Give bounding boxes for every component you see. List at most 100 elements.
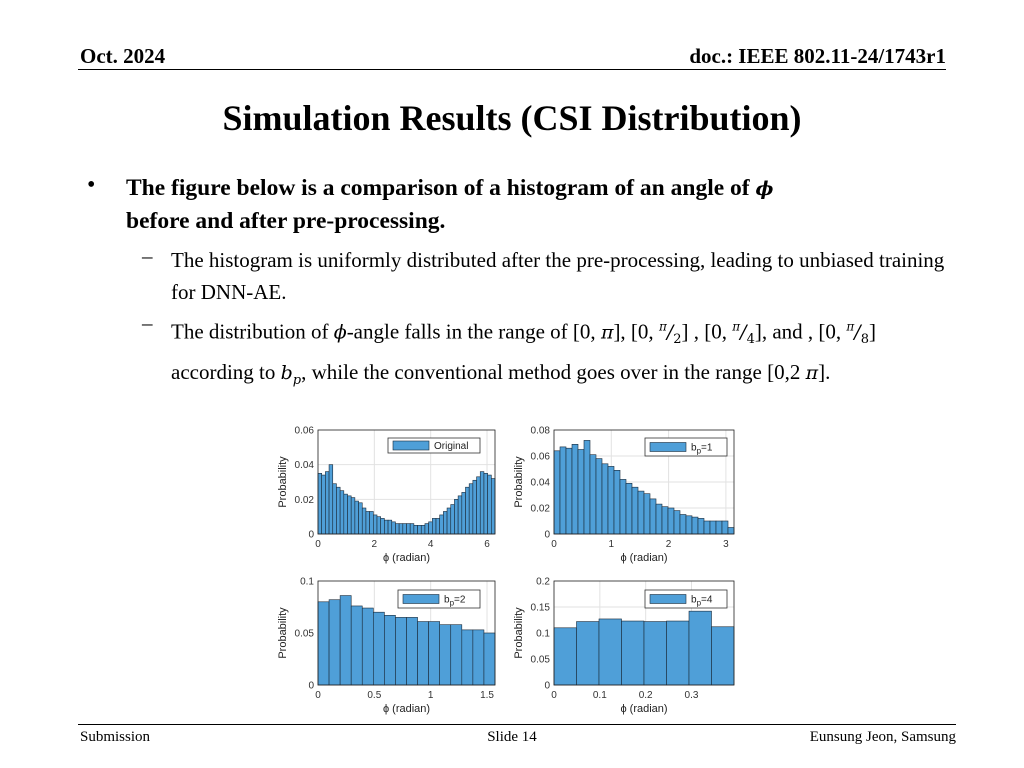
y-tick-label: 0.05 [531, 655, 551, 666]
histogram-bar [358, 502, 363, 535]
pi-symbol: π [805, 362, 819, 385]
histogram-bar [589, 454, 597, 535]
histogram-bar [369, 511, 374, 535]
x-tick-label: 0 [551, 690, 557, 701]
histogram-panel-1: 0 0.02 0.04 0.06 0 2 4 6 Probability ϕ (radian) Or… [277, 426, 496, 564]
y-tick-label: 0.05 [295, 629, 315, 640]
histogram-bar [576, 621, 600, 686]
x-axis-label: ϕ (radian) [620, 552, 667, 564]
header-divider [78, 69, 946, 70]
x-tick-label: 0 [315, 690, 321, 701]
histogram-bar [583, 440, 591, 535]
histogram-bar [380, 518, 385, 535]
y-tick-label: 0.15 [531, 603, 551, 614]
legend-swatch [392, 440, 430, 451]
y-tick-label: 0.02 [295, 495, 315, 506]
y-tick-label: 0.04 [295, 460, 315, 471]
histogram-bar [571, 443, 579, 535]
histogram-bar [424, 523, 429, 535]
sub-bullet-1: The histogram is uniformly distributed a… [171, 248, 945, 304]
histogram-bar [461, 492, 466, 535]
x-tick-label: 1 [428, 690, 434, 701]
histogram-bar [649, 498, 657, 535]
histogram-bar [391, 521, 396, 535]
histogram-bar [398, 523, 404, 535]
histogram-bar [384, 519, 389, 535]
legend-swatch [402, 594, 440, 604]
x-tick-label: 1.5 [480, 690, 494, 701]
histogram-bar [361, 507, 367, 535]
histogram-bar [450, 504, 455, 535]
y-axis-label: Probability [513, 607, 525, 659]
sub-bullet-2: The distribution of ϕ-angle falls in the… [171, 311, 951, 397]
x-tick-label: 0 [315, 539, 321, 550]
x-tick-label: 6 [484, 539, 490, 550]
y-tick-label: 0.08 [531, 426, 551, 437]
histogram-panel-4: 0 0.05 0.1 0.15 0.2 0 0.1 0.2 0.3 Probability ϕ (r… [513, 577, 735, 715]
slide-title: Simulation Results (CSI Distribution) [222, 98, 802, 138]
histogram-bar [339, 490, 345, 535]
legend-swatch [649, 442, 687, 452]
histogram-panel-3: 0 0.05 0.1 0 0.5 1 1.5 Probability ϕ (radian) bp=… [277, 577, 496, 715]
histogram-bar [715, 520, 723, 535]
histogram-bar [661, 506, 669, 535]
y-tick-label: 0.02 [531, 504, 551, 515]
histogram-bar [643, 621, 667, 686]
histogram-bar [637, 490, 645, 535]
histogram-bar [468, 483, 474, 535]
main-bullet-line1: The figure below is a comparison of a hi… [126, 175, 750, 201]
x-tick-label: 0.5 [367, 690, 381, 701]
histogram-bar [607, 466, 615, 535]
sub2-text-b: -angle falls in the range of [0, [346, 319, 596, 344]
histogram-bar [691, 516, 699, 535]
footer-slide-number: Slide 14 [487, 729, 537, 745]
histogram-bar [365, 511, 370, 535]
legend-label: bp=4 [691, 595, 713, 608]
histogram-bar [483, 473, 488, 535]
histogram-bar [621, 620, 645, 686]
pi-symbol: π [600, 321, 614, 344]
histogram-bar [428, 521, 433, 535]
histogram-bar [328, 464, 334, 535]
histogram-bar [332, 483, 337, 535]
histogram-bar [454, 499, 459, 535]
histogram-figures: 0 0.02 0.04 0.06 0 2 4 6 Probability ϕ (radian) Or… [268, 420, 748, 720]
phi-symbol: ϕ [333, 321, 347, 344]
sub2-text-a: The distribution of [171, 319, 329, 344]
y-axis-label: Probability [513, 456, 525, 508]
sub2-text-h: ]. [818, 360, 831, 385]
sub2-text-c: ], [0, [613, 319, 654, 344]
header-doc-id: doc.: IEEE 802.11-24/1743r1 [689, 44, 946, 68]
histogram-bar [643, 493, 651, 535]
histogram-bar [373, 611, 385, 686]
header-date: Oct. 2024 [80, 44, 166, 68]
histogram-bar [667, 507, 675, 535]
histogram-bar [395, 523, 400, 535]
histogram-bar [487, 474, 492, 535]
legend-label: bp=1 [691, 443, 713, 456]
main-bullet: The figure below is a comparison of a hi… [126, 172, 946, 237]
x-tick-label: 0 [551, 539, 557, 550]
histogram-bar [354, 500, 359, 535]
plot-frame [317, 429, 496, 535]
histogram-bar [721, 520, 729, 535]
histogram-bar [598, 618, 622, 686]
sub-bullet-marker-1: – [142, 244, 153, 268]
histogram-bar [376, 516, 381, 535]
histogram-bar [727, 527, 735, 535]
y-tick-label: 0.04 [531, 478, 551, 489]
histogram-bar [613, 469, 621, 535]
x-axis-label: ϕ (radian) [620, 703, 667, 715]
bp-symbol: bp [280, 362, 302, 388]
plot-frame [553, 580, 735, 686]
histogram-bar [679, 514, 687, 535]
histogram-bar [472, 629, 485, 686]
histogram-bar [601, 463, 609, 535]
histogram-bar [350, 497, 356, 535]
sub2-text-g: , while the conventional method goes ove… [301, 360, 801, 385]
histogram-bar [417, 621, 429, 686]
histogram-bar [697, 518, 705, 535]
histogram-bar [350, 605, 363, 686]
x-tick-label: 3 [723, 539, 729, 550]
histogram-bar [361, 607, 374, 686]
